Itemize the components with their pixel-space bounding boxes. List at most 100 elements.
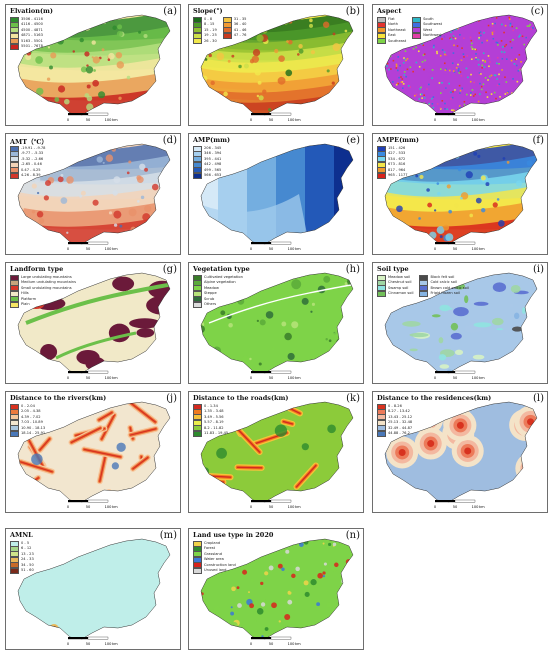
panel-title: Distance to the rivers(km) <box>10 394 107 402</box>
legend-swatch <box>377 430 386 437</box>
legend-item: 44.88 - 76.2 <box>377 430 412 437</box>
scale-tick: 0 <box>67 118 70 122</box>
map-rivers <box>17 401 171 503</box>
legend-item: 566 - 653 <box>193 172 221 179</box>
legend-label: 0 - 2.04 <box>21 404 35 408</box>
panel-label: (k) <box>346 393 360 404</box>
legend-label: Hills <box>21 291 29 296</box>
scale-tick: km <box>479 118 485 122</box>
map-resid <box>384 401 538 503</box>
legend-swatch <box>10 430 19 437</box>
scale-tick: km <box>479 376 485 380</box>
panel-label: (h) <box>345 264 360 275</box>
panel-title: Land use type in 2020 <box>193 531 274 539</box>
scale-tick: 100 <box>288 642 296 646</box>
legend-label: 6 - 12 <box>21 546 32 551</box>
legend-label: Southwest <box>423 22 443 27</box>
legend-swatch <box>377 38 386 45</box>
legend-label: 13 - 23 <box>21 551 34 556</box>
scale-tick: 0 <box>434 505 437 509</box>
legend-label: 151 - 426 <box>388 146 406 150</box>
map-roads <box>200 401 354 503</box>
scale-bar: 0 50 100 km <box>434 370 485 380</box>
legend-label: Swamp soil <box>388 285 409 290</box>
legend-label: East <box>388 33 396 38</box>
legend-label: 0 - 8 <box>204 17 213 21</box>
panel-label: (i) <box>532 264 544 275</box>
legend-swatch <box>377 172 386 179</box>
scale-tick: 50 <box>269 118 274 122</box>
legend-item: 51 - 60 <box>10 567 34 574</box>
legend: 0 - 8 31 - 35 8 - 15 36 - 40 15 - 19 41 - 46 1… <box>193 16 247 45</box>
scale-bar: 0 50 100 km <box>434 499 485 509</box>
panel-label: (b) <box>345 6 360 17</box>
legend-label: 5.57 - 8.19 <box>204 420 224 425</box>
legend-label: 5163 - 5501 <box>21 38 43 43</box>
scale-tick: 100 <box>105 376 113 380</box>
legend-swatch <box>419 290 429 297</box>
scale-tick: km <box>479 247 485 251</box>
legend-label: Grassland <box>204 551 222 556</box>
legend-label: Brown cold calcic soil <box>430 285 469 290</box>
legend-swatch <box>10 172 19 179</box>
legend-label: Black felt soil <box>430 275 455 279</box>
scale-tick: 50 <box>269 376 274 380</box>
map-panel-landform: Landform type (g) Large undulating mountai… <box>5 262 181 384</box>
scale-bar: 0 50 100 km <box>250 370 301 380</box>
legend-label: 34 - 50 <box>21 562 34 567</box>
scale-tick: 0 <box>434 376 437 380</box>
legend-label: 19 - 25 <box>204 33 217 38</box>
scale-tick: 100 <box>105 247 113 251</box>
legend-label: 47 - 76 <box>233 33 247 38</box>
scale-bar: 0 50 100 km <box>250 636 301 646</box>
legend-label: -5.32 - -2.66 <box>21 156 44 161</box>
legend-label: Scrub <box>204 296 215 301</box>
map-amp <box>200 143 354 245</box>
legend-label: 3506 - 4116 <box>21 17 43 21</box>
map-panel-ampe: AMPE(mm) (f) 151 - 426 427 - 533 534 - 672 67… <box>372 133 548 255</box>
scale-tick: km <box>295 247 301 251</box>
scale-tick: 100 <box>472 247 480 251</box>
legend: Large undulating mountains Medium undulat… <box>10 274 76 308</box>
map-panel-rivers: Distance to the rivers(km) (j) 0 - 2.04 2.0… <box>5 391 181 513</box>
scale-tick: 0 <box>250 642 253 646</box>
legend-label: 4871 - 5163 <box>21 33 43 38</box>
scale-tick: 100 <box>288 247 296 251</box>
panel-title: Slope(°) <box>193 7 223 15</box>
legend-label: Unused land <box>204 567 227 572</box>
scale-bar: 0 50 100 km <box>434 241 485 251</box>
legend-label: Alpine vegetation <box>204 280 236 285</box>
legend-label: Platform <box>21 296 37 301</box>
legend: 0 - 1.34 1.35 - 3.48 3.49 - 5.56 5.57 - 8.1… <box>193 403 228 437</box>
panel-title: Aspect <box>377 7 402 15</box>
scale-bar: 0 50 100 km <box>250 241 301 251</box>
legend-label: Plain <box>21 301 30 306</box>
map-elev <box>17 14 171 116</box>
panel-label: (g) <box>162 264 177 275</box>
scale-tick: 100 <box>288 505 296 509</box>
legend: 151 - 426 427 - 533 534 - 672 673 - 816 817 … <box>377 145 408 179</box>
legend-label: 2.05 - 4.38 <box>21 409 41 414</box>
scale-tick: 50 <box>453 376 458 380</box>
scale-tick: 0 <box>250 247 253 251</box>
legend-label: 26 - 30 <box>204 38 217 43</box>
legend-label: 673 - 816 <box>388 162 406 167</box>
legend-label: -2.65 - 0.46 <box>21 162 42 167</box>
legend-label: 534 - 672 <box>388 156 406 161</box>
legend-label: Forest <box>204 546 216 551</box>
map-panel-elev: Elvation(m) (a) 3506 - 4116 4116 - 4500 4500… <box>5 4 181 126</box>
map-panel-slope: Slope(°) (b) 0 - 8 31 - 35 8 - 15 36 - 40 15 -… <box>188 4 364 126</box>
legend-label: Small undulating mountains <box>21 285 72 290</box>
scale-tick: 50 <box>453 505 458 509</box>
scale-bar: 0 50 100 km <box>67 112 118 122</box>
legend-label: 0 - 1.34 <box>204 404 218 408</box>
map-panel-amp: AMP(mm) (e) 206 - 345 346 - 394 395 - 441 442… <box>188 133 364 255</box>
panel-title: Soil type <box>377 265 409 273</box>
scale-tick: 50 <box>86 118 91 122</box>
legend-label: 4.39 - 7.02 <box>21 414 41 419</box>
legend-label: 4500 - 4871 <box>21 27 43 32</box>
map-panel-veg: Vegetation type (h) Cultivated vegetation A… <box>188 262 364 384</box>
scale-tick: 100 <box>105 505 113 509</box>
legend-label: 36 - 40 <box>233 22 247 27</box>
scale-tick: 100 <box>288 376 296 380</box>
